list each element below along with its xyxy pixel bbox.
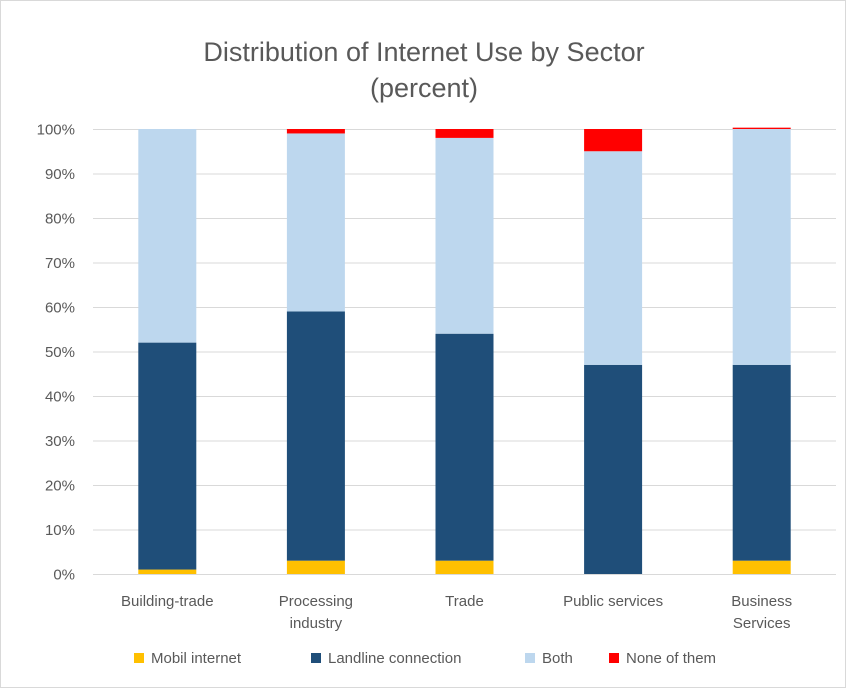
x-tick-label: Processing [279, 593, 353, 610]
y-tick-label: 70% [45, 255, 75, 272]
y-tick-label: 90% [45, 166, 75, 183]
bar-segment [732, 560, 791, 574]
bar-segment [435, 560, 494, 574]
y-tick-label: 30% [45, 433, 75, 450]
y-tick-label: 0% [53, 567, 75, 584]
bar-segment [435, 333, 494, 561]
legend-swatch [134, 653, 144, 663]
y-tick-label: 50% [45, 344, 75, 361]
legend-label: None of them [626, 650, 716, 667]
bar-segment [138, 342, 197, 570]
bar-segment [138, 569, 197, 574]
legend-label: Landline connection [328, 650, 461, 667]
y-tick-label: 60% [45, 300, 75, 317]
x-tick-label: industry [290, 615, 343, 632]
y-tick-label: 20% [45, 478, 75, 495]
x-tick-label: Services [733, 615, 791, 632]
bar-segment [286, 311, 345, 561]
legend-label: Both [542, 650, 573, 667]
legend-label: Mobil internet [151, 650, 242, 667]
x-tick-label: Trade [445, 593, 484, 610]
legend-swatch [525, 653, 535, 663]
bar-segment [584, 129, 643, 152]
bar-segment [732, 364, 791, 561]
legend-swatch [311, 653, 321, 663]
bar-segment [435, 137, 494, 334]
x-tick-label: Building-trade [121, 593, 214, 610]
chart-title-line-1: Distribution of Internet Use by Sector [203, 37, 645, 67]
y-tick-label: 100% [37, 122, 75, 139]
bar-segment [732, 127, 791, 129]
x-tick-label: Business [731, 593, 792, 610]
bar-segment [584, 151, 643, 365]
y-tick-label: 40% [45, 389, 75, 406]
y-tick-label: 10% [45, 522, 75, 539]
bar-segment [286, 133, 345, 312]
legend-swatch [609, 653, 619, 663]
bar-segment [138, 129, 197, 343]
bar-segment [732, 129, 791, 365]
bar-segment [584, 364, 643, 574]
chart-title-line-2: (percent) [369, 73, 479, 103]
y-tick-label: 80% [45, 211, 75, 228]
x-tick-label: Public services [563, 593, 663, 610]
bar-segment [435, 129, 494, 138]
bar-segment [286, 129, 345, 134]
bar-segment [286, 560, 345, 574]
